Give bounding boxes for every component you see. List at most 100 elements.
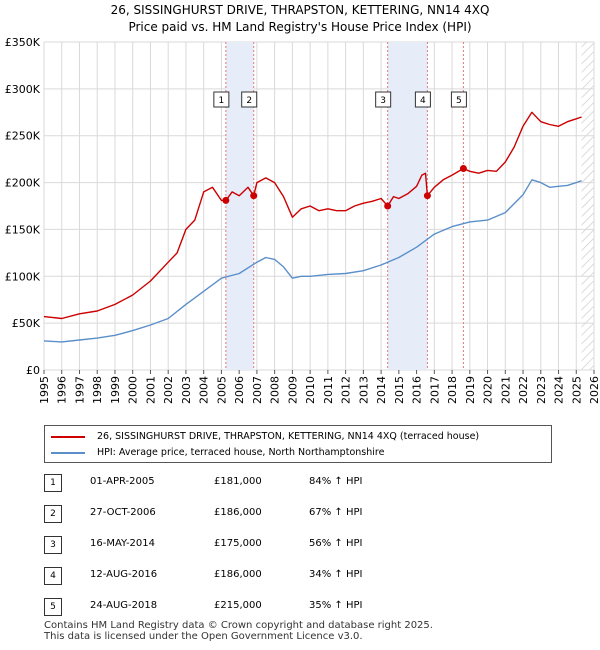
- series-lines: [43, 111, 582, 343]
- footer-copyright: Contains HM Land Registry data © Crown c…: [44, 620, 433, 631]
- sale-number: 3: [44, 536, 62, 554]
- x-tick-label: 2001: [144, 376, 157, 404]
- x-tick-label: 2003: [180, 376, 193, 404]
- sale-label-box: [414, 91, 431, 108]
- sale-number: 5: [44, 598, 62, 616]
- x-tick-label: 2009: [286, 376, 299, 404]
- x-tick-label: 2016: [411, 376, 424, 404]
- x-tick-label: 2018: [446, 376, 459, 404]
- x-tick-label: 2000: [127, 376, 140, 404]
- sale-price: £181,000: [214, 476, 262, 487]
- sale-label-text: 5: [456, 96, 462, 106]
- sale-hpi-change: 67% ↑ HPI: [309, 507, 363, 518]
- y-tick-label: £300K: [5, 83, 41, 96]
- legend-swatch-property: [51, 436, 85, 438]
- x-tick-label: 2004: [198, 376, 211, 404]
- x-tick-label: 2017: [428, 376, 441, 404]
- sale-hpi-change: 35% ↑ HPI: [309, 600, 363, 611]
- x-tick-label: 2023: [535, 376, 548, 404]
- x-tick-label: 2026: [588, 376, 600, 404]
- x-tick-label: 2020: [482, 376, 495, 404]
- y-axis: £0 £50K £100K £150K £200K £250K £300K £350K: [5, 36, 41, 377]
- hpi-line: [43, 179, 582, 343]
- sale-label-text: 3: [380, 96, 386, 106]
- x-tick-label: 1998: [91, 376, 104, 404]
- sale-date: 27-OCT-2006: [90, 507, 156, 518]
- sale-label-text: 2: [246, 96, 252, 106]
- x-tick-label: 2013: [357, 376, 370, 404]
- sale-hpi-change: 56% ↑ HPI: [309, 538, 363, 549]
- chart-title: 26, SISSINGHURST DRIVE, THRAPSTON, KETTE…: [111, 3, 490, 17]
- y-tick-label: £350K: [5, 36, 41, 49]
- sale-label-text: 1: [218, 96, 224, 106]
- property-price-line: [43, 111, 582, 320]
- sale-label-box: [375, 91, 392, 108]
- x-tick-label: 2015: [393, 376, 406, 404]
- sale-number: 4: [44, 567, 62, 585]
- chart-subtitle: Price paid vs. HM Land Registry's House …: [128, 20, 471, 34]
- x-axis: 1995 1996 1997 1998 1999 2000 2001 2002 2003 2004…: [38, 370, 600, 404]
- x-tick-label: 2007: [251, 376, 264, 404]
- sale-price: £175,000: [214, 538, 262, 549]
- price-chart: 26, SISSINGHURST DRIVE, THRAPSTON, KETTE…: [5, 3, 600, 404]
- legend-label-property: 26, SISSINGHURST DRIVE, THRAPSTON, KETTE…: [97, 431, 480, 442]
- x-tick-label: 2008: [269, 376, 282, 404]
- sale-point: [222, 196, 230, 204]
- x-tick-label: 2024: [553, 376, 566, 404]
- sale-row: 3 16-MAY-2014 £175,000 56% ↑ HPI: [44, 534, 584, 565]
- sale-labels: 1 2 3 4 5: [213, 91, 467, 108]
- sale-date: 01-APR-2005: [90, 476, 155, 487]
- sale-number: 2: [44, 505, 62, 523]
- grid-lines: [43, 41, 595, 371]
- sale-price: £186,000: [214, 507, 262, 518]
- x-tick-label: 2002: [162, 376, 175, 404]
- sale-point: [250, 192, 258, 200]
- sale-row: 5 24-AUG-2018 £215,000 35% ↑ HPI: [44, 596, 584, 627]
- y-tick-label: £50K: [12, 317, 41, 330]
- x-tick-label: 2010: [304, 376, 317, 404]
- sale-price: £215,000: [214, 600, 262, 611]
- x-tick-label: 2006: [233, 376, 246, 404]
- sale-row: 2 27-OCT-2006 £186,000 67% ↑ HPI: [44, 503, 584, 534]
- x-tick-label: 2019: [464, 376, 477, 404]
- sale-hpi-change: 84% ↑ HPI: [309, 476, 363, 487]
- sale-point: [384, 202, 392, 210]
- x-tick-label: 2012: [340, 376, 353, 404]
- x-tick-label: 2005: [215, 376, 228, 404]
- legend-label-hpi: HPI: Average price, terraced house, Nort…: [97, 447, 385, 458]
- sale-point: [459, 165, 467, 173]
- y-tick-label: £100K: [5, 270, 41, 283]
- sales-table: 1 01-APR-2005 £181,000 84% ↑ HPI 2 27-OC…: [44, 472, 584, 627]
- sale-label-box: [241, 91, 258, 108]
- x-tick-label: 2014: [375, 376, 388, 404]
- x-tick-label: 2021: [499, 376, 512, 404]
- shaded-band: [225, 42, 254, 370]
- x-tick-label: 2011: [322, 376, 335, 404]
- x-tick-label: 1999: [109, 376, 122, 404]
- future-hatch-area: [581, 42, 594, 370]
- footer: Contains HM Land Registry data © Crown c…: [44, 620, 433, 642]
- sale-label-box: [213, 91, 230, 108]
- x-tick-label: 1996: [56, 376, 69, 404]
- sale-date: 16-MAY-2014: [90, 538, 156, 549]
- sale-points: [222, 165, 467, 210]
- y-tick-label: £250K: [5, 130, 41, 143]
- sale-point: [423, 192, 431, 200]
- y-tick-label: £200K: [5, 177, 41, 190]
- x-tick-label: 2022: [517, 376, 530, 404]
- legend: 26, SISSINGHURST DRIVE, THRAPSTON, KETTE…: [44, 425, 552, 463]
- sale-date: 12-AUG-2016: [90, 569, 158, 580]
- sale-label-text: 4: [420, 96, 426, 106]
- plot-background: [44, 42, 594, 370]
- sale-price: £186,000: [214, 569, 262, 580]
- sale-label-box: [450, 91, 467, 108]
- legend-swatch-hpi: [51, 452, 85, 454]
- x-tick-label: 1995: [38, 376, 51, 404]
- sale-row: 1 01-APR-2005 £181,000 84% ↑ HPI: [44, 472, 584, 503]
- y-tick-label: £0: [26, 364, 40, 377]
- sale-hpi-change: 34% ↑ HPI: [309, 569, 363, 580]
- x-tick-label: 2025: [570, 376, 583, 404]
- shaded-band: [387, 42, 428, 370]
- footer-licence: This data is licensed under the Open Gov…: [44, 631, 363, 642]
- sale-row: 4 12-AUG-2016 £186,000 34% ↑ HPI: [44, 565, 584, 596]
